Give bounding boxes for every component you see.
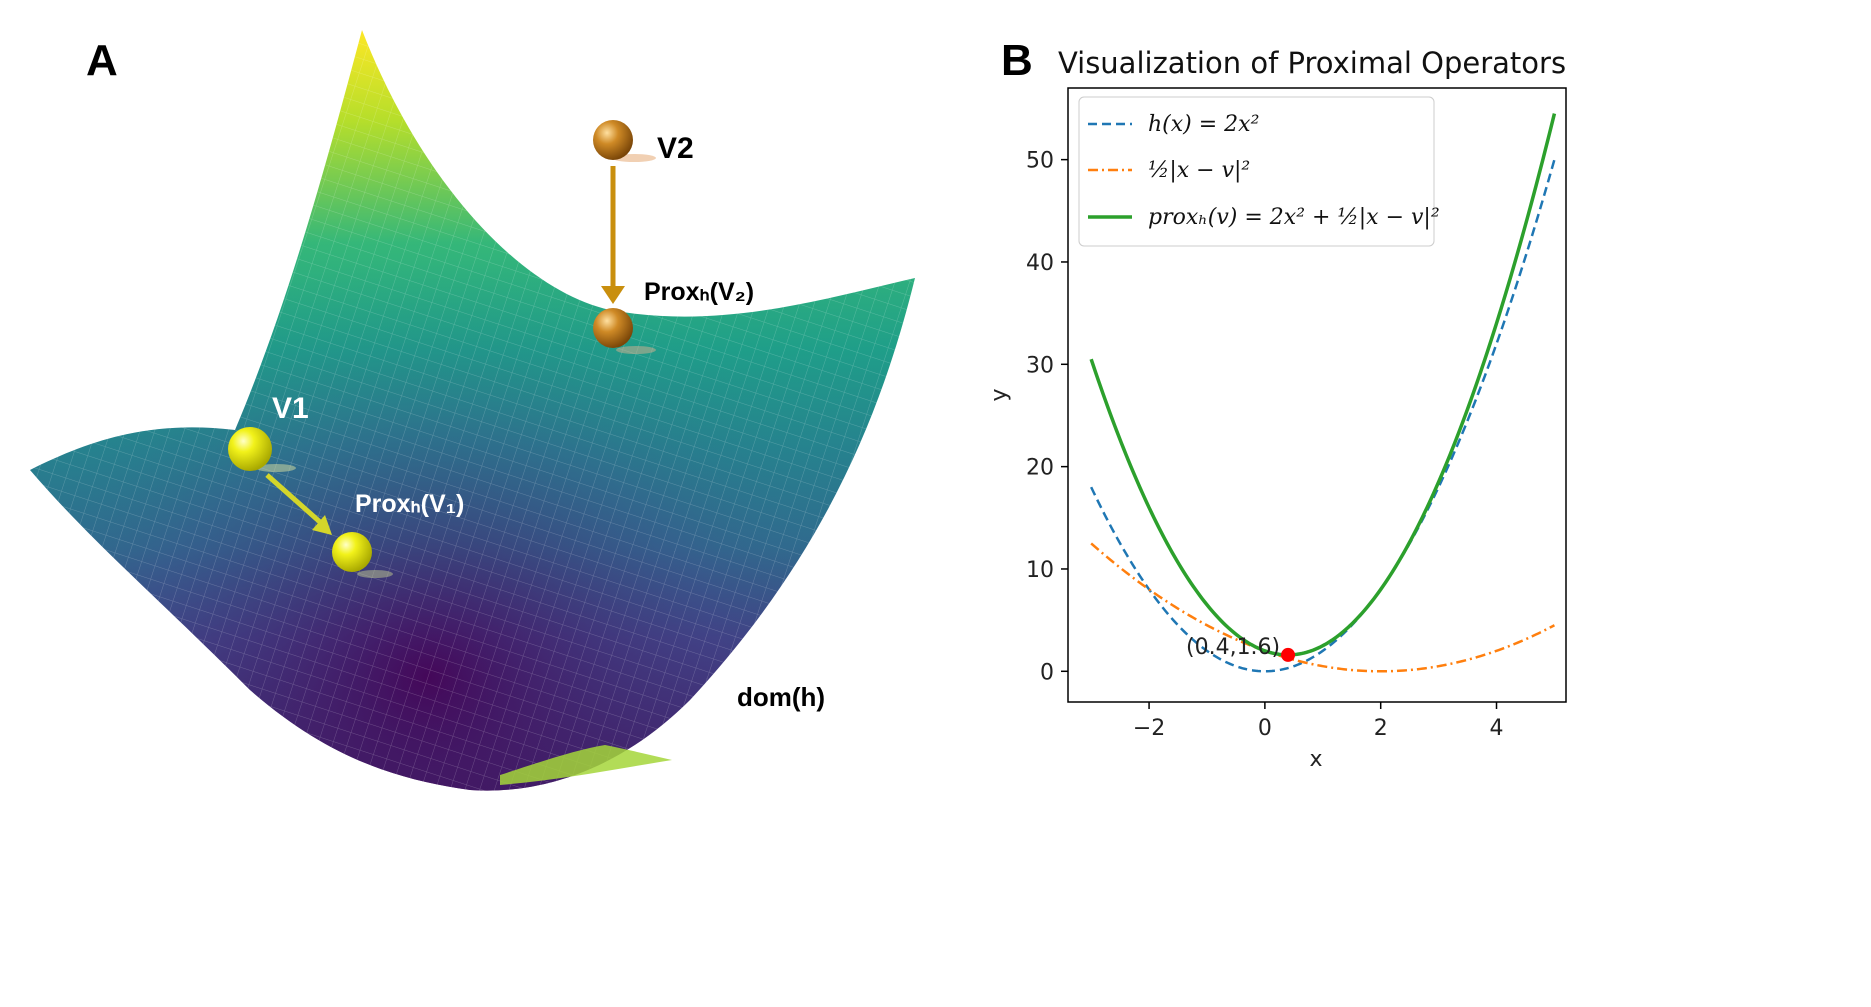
label-v2: V2 [657,132,694,165]
label-domain: dom(h) [737,682,825,712]
panel-b: B Visualization of Proximal Operators −2… [987,36,1567,772]
arrow-v1-head [312,515,332,535]
ball-prox-v2-shadow [616,346,656,354]
surface-plot [30,30,915,791]
plot-frame [1067,87,1567,703]
ball-v2 [593,120,633,160]
label-prox-v2: Proxₕ(V₂) [644,278,754,306]
label-v1: V1 [272,392,309,425]
series-line-2 [1089,113,1557,657]
prox-point [1281,647,1296,662]
panel-a: A V2 Proxₕ(V₂) V1 Proxₕ(V₁) dom(h) [30,30,915,791]
y-tick-label: 50 [1026,149,1054,174]
y-tick-label: 0 [1040,660,1054,685]
label-prox-v1: Proxₕ(V₁) [355,490,464,518]
ball-v1 [228,427,272,471]
ball-v1-shadow [256,464,296,472]
x-tick-label: −2 [1133,716,1165,741]
surface-rim-highlight [500,745,672,785]
panel-b-letter: B [1001,36,1033,85]
legend: h(x) = 2x² ½|x − v|² proxₕ(v) = 2x² + ½|… [1078,96,1440,247]
x-tick-label: 2 [1374,716,1388,741]
ball-prox-v1 [332,532,372,572]
y-tick-label: 30 [1026,353,1054,378]
y-tick-label: 40 [1026,251,1054,276]
y-tick-label: 10 [1026,558,1054,583]
y-axis-label: y [987,388,1012,401]
ball-prox-v1-shadow [357,570,393,578]
y-tick-label: 20 [1026,456,1054,481]
point-annotation: (0.4,1.6) [1186,635,1280,660]
arrow-v1-shaft [265,473,322,524]
x-tick-label: 4 [1490,716,1504,741]
arrow-v2-head [601,286,625,304]
legend-box [1078,96,1435,247]
series-line-0 [1090,159,1556,673]
x-axis-label: x [1309,747,1322,772]
x-tick-label: 0 [1258,716,1272,741]
series-line-1 [1090,542,1556,673]
legend-label-h: h(x) = 2x² [1148,112,1259,137]
chart-title: Visualization of Proximal Operators [1058,46,1566,80]
legend-label-quadratic: ½|x − v|² [1148,158,1250,183]
panel-a-letter: A [86,36,118,85]
legend-label-prox: proxₕ(v) = 2x² + ½|x − v|² [1148,205,1440,230]
surface-mesh [30,30,915,791]
ball-prox-v2 [593,308,633,348]
